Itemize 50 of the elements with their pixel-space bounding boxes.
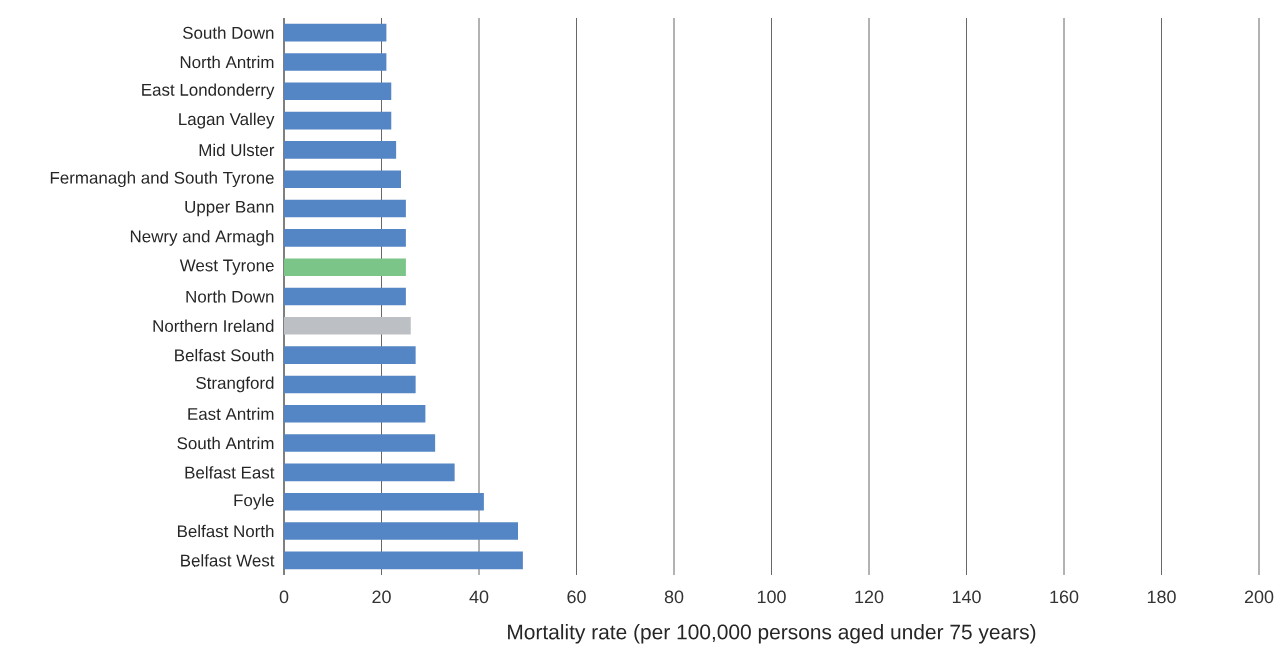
x-axis-title: Mortality rate (per 100,000 persons aged under 75 years) [508,624,1036,644]
y-tick-label: North Down [186,290,274,303]
bar [284,82,392,101]
bar [284,551,523,570]
y-tick-label: South Down [182,26,274,39]
x-tick-label: 60 [567,590,586,604]
x-tick-label: 180 [1147,590,1176,604]
x-tick-label: 100 [757,590,786,604]
bar [284,199,406,218]
bar [284,375,416,394]
y-tick-label: Northern Ireland [153,319,274,333]
y-tick-label: Belfast North [177,524,274,538]
bar [284,287,406,306]
y-tick-label: North Antrim [180,55,274,69]
y-tick-label: Belfast West [181,554,275,567]
bar [284,170,402,189]
y-tick-label: East Londonderry [142,83,275,100]
bar [284,346,416,364]
x-tick-label: 0 [279,590,289,604]
x-tick-label: 20 [372,590,391,604]
y-tick-label: Newry and Armagh [130,229,274,246]
bar [284,141,397,159]
y-tick-label: Strangford [196,376,274,393]
bar [284,522,519,540]
y-tick-label: Foyle [234,493,274,510]
y-tick-label: Upper Bann [185,200,274,217]
bar [284,258,406,276]
bar [284,434,436,452]
bar [284,53,387,71]
bar [284,111,392,130]
y-tick-label: Fermanagh and South Tyrone [50,171,274,188]
x-tick-label: 160 [1050,590,1079,604]
x-tick-label: 80 [664,590,684,604]
bar [284,492,484,511]
bar [284,229,406,247]
y-tick-label: Lagan Valley [179,112,275,129]
x-tick-label: 40 [469,590,489,604]
bar [284,317,411,335]
x-tick-label: 200 [1244,590,1274,604]
y-tick-label: East Antrim [188,407,274,420]
bar [284,463,455,482]
bar [284,23,387,42]
x-tick-label: 140 [952,590,981,604]
y-tick-label: Belfast South [175,348,274,362]
y-tick-label: Belfast East [185,466,275,479]
y-tick-label: West Tyrone [179,259,274,275]
y-tick-label: Mid Ulster [199,143,275,157]
y-tick-label: South Antrim [177,436,274,450]
bar [284,404,426,423]
x-tick-label: 120 [855,590,884,604]
